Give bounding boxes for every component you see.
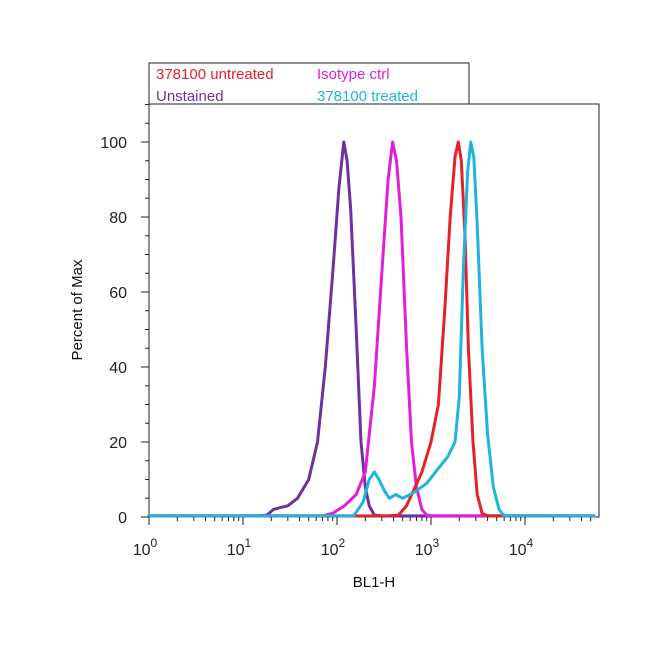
x-tick-label: 102: [321, 536, 346, 559]
x-axis-title: BL1-H: [353, 574, 396, 591]
x-tick-label: 101: [227, 536, 252, 559]
x-tick-label: 104: [509, 536, 534, 559]
y-tick-label: 0: [118, 510, 127, 527]
y-tick-label: 100: [100, 135, 127, 152]
series-layer: [147, 140, 596, 518]
y-tick-label: 20: [109, 435, 127, 452]
y-tick-label: 40: [109, 360, 127, 377]
legend-box: [148, 62, 470, 105]
plot-frame: [148, 103, 600, 518]
x-axis: 100 101 102 103 104: [133, 517, 592, 559]
legend-label-378100-untreated: 378100 untreated: [156, 66, 274, 83]
y-axis-title: Percent of Max: [69, 259, 86, 360]
legend-label-isotype-ctrl: Isotype ctrl: [317, 66, 390, 83]
legend: 378100 untreated Isotype ctrl Unstained …: [148, 62, 470, 105]
series-line-unstained: [147, 140, 596, 518]
series-line-isotype-ctrl: [147, 140, 596, 518]
legend-label-unstained: Unstained: [156, 88, 224, 105]
x-tick-label: 100: [133, 536, 158, 559]
y-tick-label: 80: [109, 210, 127, 227]
x-tick-label: 103: [415, 536, 440, 559]
legend-label-378100-treated: 378100 treated: [317, 88, 418, 105]
series-line-378100-treated: [147, 140, 596, 518]
y-axis: 0 20 40 60 80 100: [100, 104, 149, 527]
series-line-378100-untreated: [147, 140, 596, 518]
y-tick-label: 60: [109, 285, 127, 302]
